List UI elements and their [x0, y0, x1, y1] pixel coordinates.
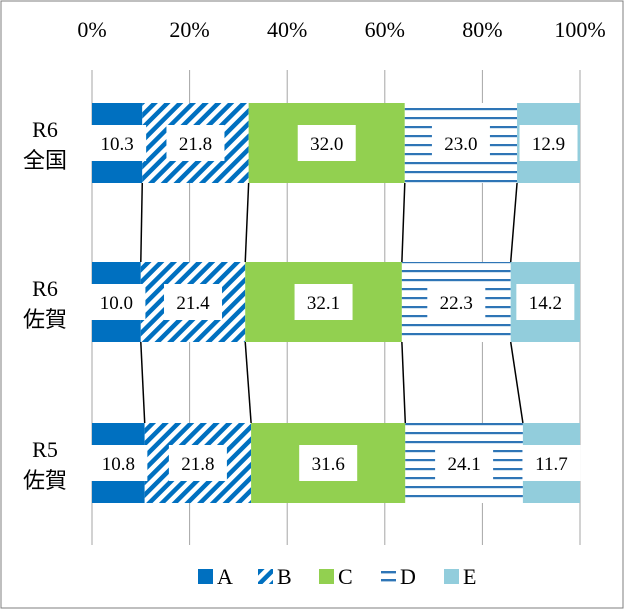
- legend-swatch-e: [444, 569, 459, 584]
- category-labels: R6 全国 R6 佐賀 R5 佐賀: [23, 117, 67, 493]
- data-label-box: [427, 284, 486, 320]
- legend-swatch-b: [258, 569, 273, 584]
- legend-swatch-line: [381, 579, 396, 582]
- data-label: 10.0: [100, 293, 133, 314]
- legend-label: C: [338, 564, 353, 589]
- x-tick-label: 0%: [77, 17, 106, 42]
- data-label-box: [87, 284, 146, 320]
- category-label: 全国: [23, 148, 67, 173]
- data-label-box: [168, 445, 227, 481]
- data-label: 21.4: [176, 293, 210, 314]
- data-label: 21.8: [179, 134, 212, 155]
- legend-label: E: [463, 564, 476, 589]
- data-label-box: [435, 445, 494, 481]
- x-tick-label: 60%: [365, 17, 405, 42]
- x-axis-ticks: 0% 20% 40% 60% 80% 100%: [77, 17, 605, 42]
- data-label-box: [89, 445, 148, 481]
- series-line: [509, 341, 524, 424]
- data-label-box: [88, 125, 147, 161]
- data-label: 11.7: [535, 454, 568, 475]
- category-label: 佐賀: [23, 307, 67, 332]
- series-line: [401, 182, 406, 263]
- legend-swatch-a: [198, 569, 213, 584]
- data-label: 14.2: [529, 293, 562, 314]
- data-label: 23.0: [444, 134, 477, 155]
- data-label-box: [299, 445, 358, 481]
- legend-swatch-line: [381, 571, 396, 574]
- x-tick-label: 40%: [267, 17, 307, 42]
- category-label: R5: [32, 437, 58, 462]
- category-label: R6: [32, 276, 58, 301]
- data-label: 24.1: [447, 454, 480, 475]
- series-line: [509, 182, 518, 263]
- data-label: 21.8: [181, 454, 214, 475]
- series-line: [244, 341, 252, 424]
- series-line: [140, 182, 144, 263]
- data-label: 32.0: [310, 134, 343, 155]
- series-lines: [140, 182, 524, 424]
- data-label-box: [516, 284, 575, 320]
- category-label: R6: [32, 117, 58, 142]
- data-label: 12.9: [532, 134, 565, 155]
- data-label-box: [519, 125, 578, 161]
- x-tick-label: 20%: [169, 17, 209, 42]
- data-label-box: [522, 445, 581, 481]
- data-label: 31.6: [312, 454, 345, 475]
- data-label: 10.8: [102, 454, 135, 475]
- x-tick-label: 80%: [462, 17, 502, 42]
- legend-swatch-c: [319, 569, 334, 584]
- data-label-box: [166, 125, 225, 161]
- series-line: [244, 182, 250, 263]
- legend-label: D: [400, 564, 416, 589]
- series-line: [140, 341, 146, 424]
- legend: A B C D E: [198, 564, 476, 589]
- x-tick-label: 100%: [554, 17, 605, 42]
- data-label-box: [297, 125, 356, 161]
- data-label: 22.3: [440, 293, 473, 314]
- series-line: [401, 341, 407, 424]
- legend-label: A: [217, 564, 233, 589]
- data-label: 32.1: [307, 293, 340, 314]
- data-label-box: [164, 284, 223, 320]
- data-label: 10.3: [101, 134, 134, 155]
- data-labels: 10.3 21.8 32.0 23.0 12.9 10.0 21.4 32.1 22.3 14.2…: [87, 125, 581, 481]
- data-label-box: [294, 284, 353, 320]
- category-label: 佐賀: [23, 468, 67, 493]
- legend-label: B: [277, 564, 292, 589]
- data-label-box: [431, 125, 490, 161]
